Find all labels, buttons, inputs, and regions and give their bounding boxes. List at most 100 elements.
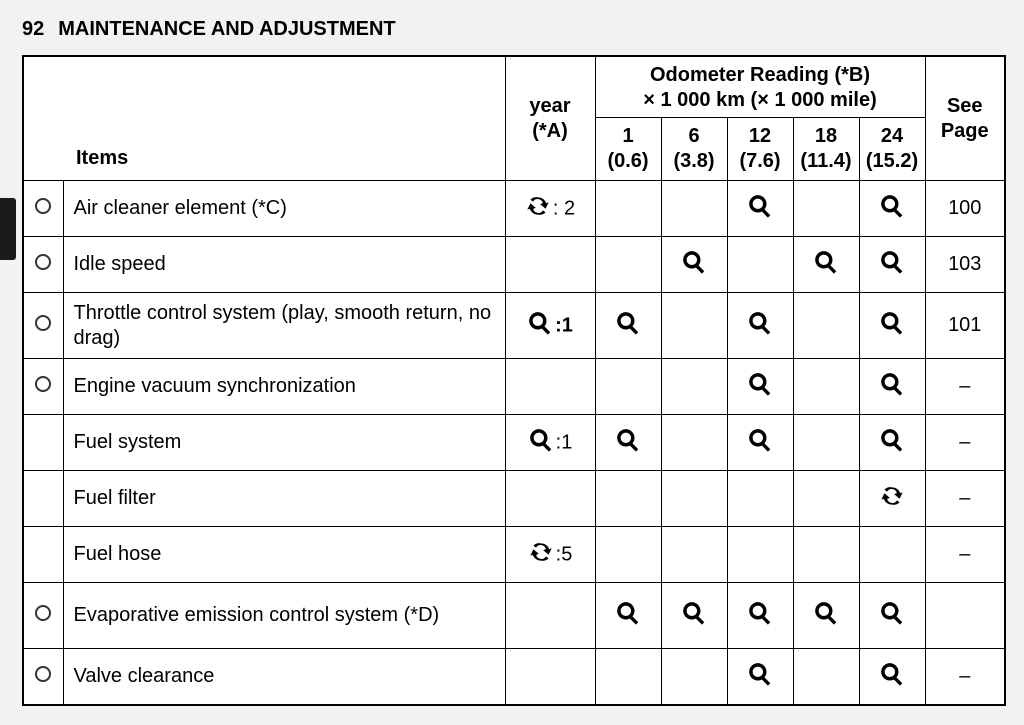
km-cell <box>661 527 727 583</box>
item-label: Engine vacuum synchronization <box>63 359 505 415</box>
inspect-icon <box>747 310 773 341</box>
km-cell <box>595 583 661 649</box>
see-page: 101 <box>925 293 1005 359</box>
km-cell <box>859 527 925 583</box>
inspect-icon <box>527 310 553 342</box>
km-cell <box>661 583 727 649</box>
km-cell <box>859 237 925 293</box>
km-cell <box>727 527 793 583</box>
item-label: Fuel hose <box>63 527 505 583</box>
km-cell <box>595 415 661 471</box>
km-cell <box>859 471 925 527</box>
replace-icon <box>525 193 551 225</box>
row-bullet <box>23 293 63 359</box>
km-cell <box>595 181 661 237</box>
inspect-icon <box>879 249 905 280</box>
table-row: Idle speed 103 <box>23 237 1005 293</box>
hdr-see-page: See Page <box>925 56 1005 181</box>
km-cell <box>727 415 793 471</box>
km-cell <box>793 237 859 293</box>
km-cell <box>793 471 859 527</box>
item-label: Fuel filter <box>63 471 505 527</box>
km-cell <box>859 649 925 705</box>
table-row: Throttle control system (play, smooth re… <box>23 293 1005 359</box>
table-row: Evaporative emission control system (*D) <box>23 583 1005 649</box>
replace-icon <box>528 539 554 571</box>
km-cell <box>727 359 793 415</box>
hdr-km-1: 6(3.8) <box>661 118 727 181</box>
km-cell <box>793 415 859 471</box>
km-cell <box>793 293 859 359</box>
binding-tab <box>0 198 16 260</box>
inspect-icon <box>615 427 641 458</box>
inspect-icon <box>681 600 707 631</box>
item-label: Evaporative emission control system (*D) <box>63 583 505 649</box>
table-row: Engine vacuum synchronization – <box>23 359 1005 415</box>
hdr-odometer: Odometer Reading (*B) × 1 000 km (× 1 00… <box>595 56 925 118</box>
row-bullet <box>23 471 63 527</box>
km-cell <box>859 293 925 359</box>
km-cell <box>793 649 859 705</box>
hdr-km-2: 12(7.6) <box>727 118 793 181</box>
page-number: 92 <box>22 18 44 40</box>
replace-icon <box>879 483 905 514</box>
year-interval <box>505 237 595 293</box>
page-title: 92 MAINTENANCE AND ADJUSTMENT <box>22 18 1002 41</box>
hdr-items: Items <box>23 56 505 181</box>
hdr-year: year (*A) <box>505 56 595 181</box>
see-page: – <box>925 415 1005 471</box>
see-page: 103 <box>925 237 1005 293</box>
km-cell <box>793 359 859 415</box>
km-cell <box>859 181 925 237</box>
section-title: MAINTENANCE AND ADJUSTMENT <box>58 18 395 40</box>
km-cell <box>595 293 661 359</box>
inspect-icon <box>879 427 905 458</box>
see-page: – <box>925 527 1005 583</box>
see-page <box>925 583 1005 649</box>
km-cell <box>727 293 793 359</box>
item-label: Throttle control system (play, smooth re… <box>63 293 505 359</box>
km-cell <box>661 415 727 471</box>
inspect-icon <box>879 661 905 692</box>
year-interval <box>505 471 595 527</box>
row-bullet <box>23 181 63 237</box>
table-row: Fuel filter – <box>23 471 1005 527</box>
inspect-icon <box>615 600 641 631</box>
item-label: Air cleaner element (*C) <box>63 181 505 237</box>
km-cell <box>661 237 727 293</box>
item-label: Valve clearance <box>63 649 505 705</box>
hdr-km-4: 24(15.2) <box>859 118 925 181</box>
row-bullet <box>23 415 63 471</box>
km-cell <box>661 649 727 705</box>
km-cell <box>661 181 727 237</box>
see-page: – <box>925 649 1005 705</box>
km-cell <box>793 583 859 649</box>
km-cell <box>859 583 925 649</box>
year-interval <box>505 359 595 415</box>
km-cell <box>595 527 661 583</box>
year-interval <box>505 583 595 649</box>
row-bullet <box>23 649 63 705</box>
see-page: – <box>925 471 1005 527</box>
inspect-icon <box>747 661 773 692</box>
year-interval: : 2 <box>505 181 595 237</box>
km-cell <box>727 237 793 293</box>
km-cell <box>793 181 859 237</box>
km-cell <box>595 649 661 705</box>
item-label: Idle speed <box>63 237 505 293</box>
row-bullet <box>23 359 63 415</box>
maintenance-table: Items year (*A) Odometer Reading (*B) × … <box>22 55 1006 706</box>
km-cell <box>727 649 793 705</box>
inspect-icon <box>813 600 839 631</box>
hdr-km-3: 18(11.4) <box>793 118 859 181</box>
inspect-icon <box>681 249 707 280</box>
row-bullet <box>23 583 63 649</box>
km-cell <box>727 181 793 237</box>
km-cell <box>727 583 793 649</box>
row-bullet <box>23 527 63 583</box>
inspect-icon <box>879 193 905 224</box>
km-cell <box>595 471 661 527</box>
inspect-icon <box>528 427 554 459</box>
see-page: – <box>925 359 1005 415</box>
km-cell <box>661 471 727 527</box>
